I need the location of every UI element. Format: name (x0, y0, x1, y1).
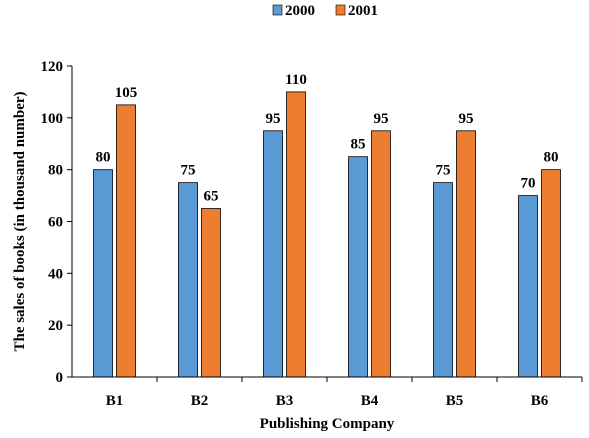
y-tick-label: 80 (48, 163, 63, 179)
x-tick-label-B3: B3 (276, 393, 294, 409)
legend-label-2000: 2000 (285, 3, 315, 19)
x-tick-label-B4: B4 (361, 393, 379, 409)
bar-2001-B2 (201, 208, 221, 378)
data-label-2000-B2: 75 (181, 163, 196, 179)
y-tick-label: 120 (41, 59, 64, 75)
data-label-2001-B1: 105 (115, 85, 138, 101)
bar-2000-B1 (93, 169, 113, 378)
y-tick-label: 0 (56, 370, 64, 386)
y-tick-label: 60 (48, 215, 63, 231)
x-axis-title: Publishing Company (260, 416, 395, 432)
data-labels: 80 105 75 65 95 110 85 95 75 95 70 80 (96, 72, 559, 205)
legend-swatch-2000 (272, 4, 283, 16)
data-label-2000-B5: 75 (436, 163, 451, 179)
bar-2000-B2 (178, 182, 198, 378)
bars (93, 91, 561, 378)
bar-2000-B5 (433, 182, 453, 378)
data-label-2001-B3: 110 (285, 72, 307, 88)
bar-2001-B4 (371, 130, 391, 378)
data-label-2001-B5: 95 (459, 111, 474, 127)
bar-2000-B4 (348, 156, 368, 378)
legend-label-2001: 2001 (348, 3, 378, 19)
data-label-2000-B4: 85 (351, 137, 366, 153)
data-label-2001-B2: 65 (204, 189, 219, 205)
data-label-2000-B1: 80 (96, 150, 111, 166)
x-tick-label-B6: B6 (531, 393, 549, 409)
data-label-2001-B4: 95 (374, 111, 389, 127)
legend: 2000 2001 (272, 3, 378, 19)
x-tick-label-B5: B5 (446, 393, 464, 409)
bar-2000-B3 (263, 130, 283, 378)
data-label-2001-B6: 80 (544, 150, 559, 166)
y-tick-label: 20 (48, 318, 63, 334)
x-axis-ticks: B1 B2 B3 B4 B5 B6 (106, 377, 583, 409)
bar-2001-B6 (541, 169, 561, 378)
bar-2001-B5 (456, 130, 476, 378)
legend-swatch-2001 (335, 4, 346, 16)
x-tick-label-B1: B1 (106, 393, 124, 409)
y-axis-title: The sales of books (in thousand number) (12, 91, 28, 351)
bar-2001-B1 (116, 104, 136, 378)
bar-2000-B6 (518, 195, 538, 378)
data-label-2000-B3: 95 (266, 111, 281, 127)
data-label-2000-B6: 70 (521, 176, 536, 192)
y-tick-label: 100 (41, 111, 64, 127)
y-tick-label: 40 (48, 266, 63, 282)
y-axis-ticks: 0 20 40 60 80 100 120 (41, 59, 72, 386)
bar-2001-B3 (286, 91, 306, 378)
x-tick-label-B2: B2 (191, 393, 209, 409)
